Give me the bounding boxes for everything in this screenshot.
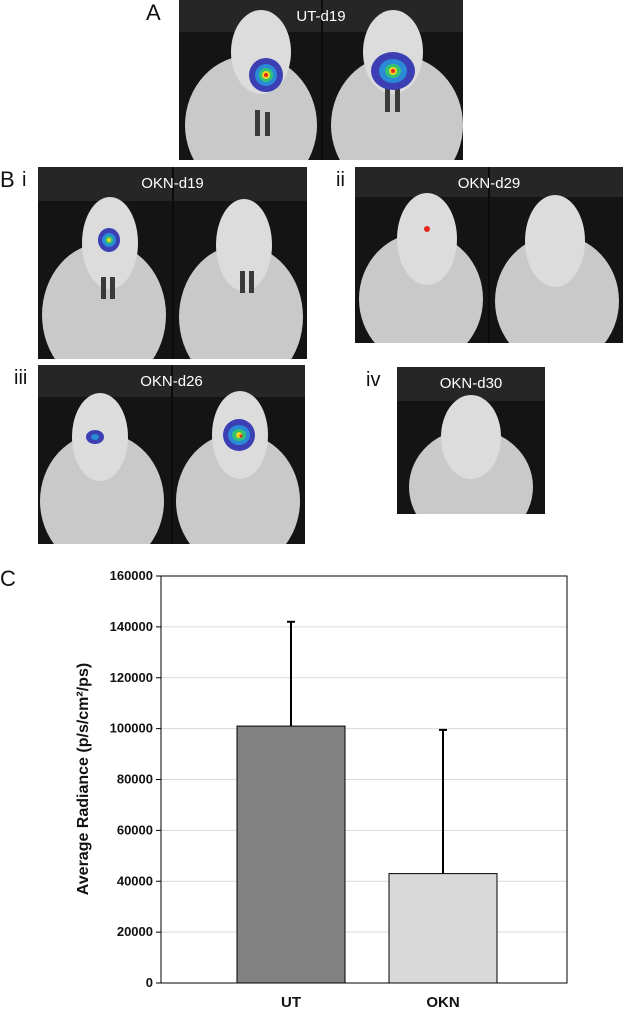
panel-b-ii-signal xyxy=(424,226,430,232)
panel-a-mice-svg xyxy=(179,0,463,160)
bars xyxy=(236,725,498,984)
x-category-label: UT xyxy=(281,994,301,1011)
panel-b-iv-numeral: iv xyxy=(366,369,381,391)
panel-b-i-title: OKN-d19 xyxy=(141,175,204,192)
panel-b-ii-title: OKN-d29 xyxy=(457,175,521,192)
y-tick-label: 120000 xyxy=(110,670,153,685)
y-tick-label: 60000 xyxy=(117,822,153,837)
panel-a-signal-right xyxy=(371,52,415,90)
panel-b-i-signal xyxy=(98,228,120,252)
bar-ut xyxy=(236,725,346,984)
panel-a-letter: A xyxy=(146,0,161,25)
panel-b-i-numeral: i xyxy=(22,169,27,191)
y-tick-label: 80000 xyxy=(117,772,153,787)
gridlines xyxy=(161,626,567,933)
bar-okn xyxy=(388,873,498,984)
y-tick-label: 40000 xyxy=(117,873,153,888)
panel-b-iii-numeral: iii xyxy=(14,367,28,389)
error-bars xyxy=(287,620,447,874)
panel-b-ii-mice-svg xyxy=(355,167,623,343)
panel-b-i-mice-svg xyxy=(38,167,307,359)
panel-b-i-image: OKN-d19 xyxy=(38,167,307,359)
panel-b-ii-numeral: ii xyxy=(336,169,345,191)
y-tick-label: 140000 xyxy=(110,619,153,634)
panel-b-iv-title: OKN-d30 xyxy=(439,375,503,392)
panel-b-iii-image: OKN-d26 xyxy=(38,365,305,544)
panel-b-ii-image: OKN-d29 xyxy=(355,167,623,343)
panel-a-title: UT-d19 xyxy=(296,8,346,25)
panel-b-iii-signal-right xyxy=(223,419,255,451)
y-tick-label: 100000 xyxy=(110,721,153,736)
x-category-label: OKN xyxy=(426,994,459,1011)
panel-a-signal-left xyxy=(249,58,283,92)
panel-b-letter: B xyxy=(0,167,15,192)
y-axis-title: Average Radiance (p/s/cm²/ps) xyxy=(75,663,92,895)
panel-a-image: UT-d19 xyxy=(179,0,463,160)
bar-chart: 0 20000 40000 60000 80000 100000 120000 140000 1… xyxy=(75,568,568,1011)
panel-b-iii-title: OKN-d26 xyxy=(140,373,203,390)
panel-c-letter: C xyxy=(0,566,16,591)
panel-b-iv-mouse-svg xyxy=(397,367,545,514)
panel-b-iv-image: OKN-d30 xyxy=(397,367,545,514)
y-axis-ticks: 0 20000 40000 60000 80000 100000 120000 140000 1… xyxy=(110,568,161,990)
y-tick-label: 0 xyxy=(146,975,153,990)
y-tick-label: 20000 xyxy=(117,924,153,939)
panel-b-iii-mice-svg xyxy=(38,365,305,544)
panel-b-iii-signal-left xyxy=(86,430,104,444)
y-tick-label: 160000 xyxy=(110,568,153,583)
x-axis-labels: UT OKN xyxy=(281,994,460,1011)
